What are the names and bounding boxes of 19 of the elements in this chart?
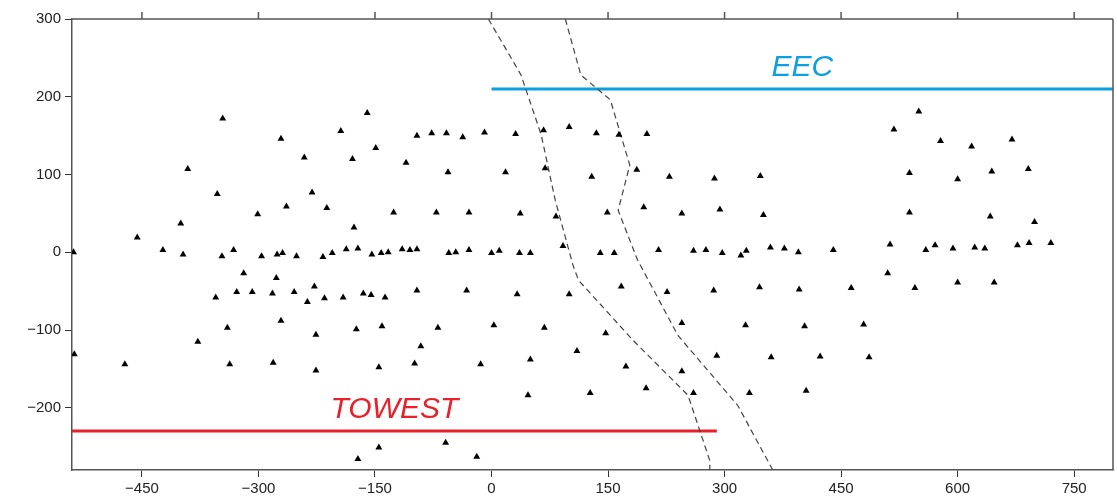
x-tick-label: 300 xyxy=(712,479,738,497)
y-tick-label: 200 xyxy=(35,86,61,104)
y-tick-label: 300 xyxy=(35,9,61,27)
y-tick-label: 100 xyxy=(35,164,61,182)
series-label: TOWEST xyxy=(330,391,461,425)
y-tick-label: −100 xyxy=(27,320,61,338)
line-series xyxy=(564,19,774,470)
x-tick-label: 750 xyxy=(1061,479,1087,497)
x-tick-label: 150 xyxy=(595,479,621,497)
x-tick-label: 600 xyxy=(945,479,971,497)
line-series xyxy=(487,19,711,470)
x-tick-label: −450 xyxy=(125,479,159,497)
y-tick-label: −200 xyxy=(27,397,61,415)
x-tick-label: −300 xyxy=(241,479,276,497)
x-tick-label: 450 xyxy=(828,479,854,497)
series-label: EEC xyxy=(771,49,834,83)
x-tick-label: −150 xyxy=(358,479,392,497)
x-tick-label: 0 xyxy=(487,479,496,497)
y-tick-label: 0 xyxy=(52,242,61,260)
